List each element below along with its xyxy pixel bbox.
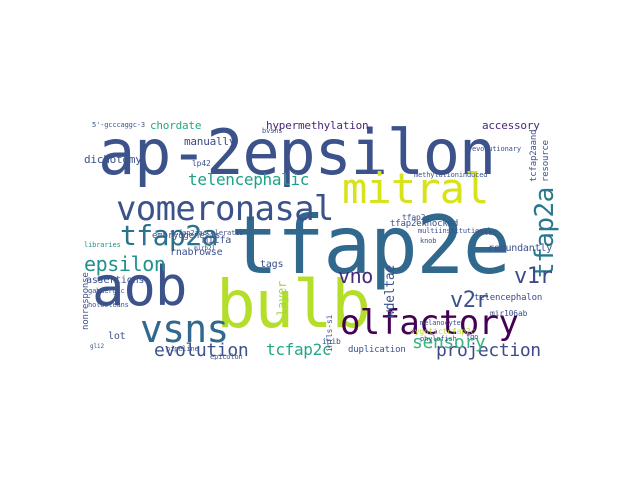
word: accessory <box>482 120 540 132</box>
word: inib <box>322 337 341 346</box>
word: tcfap2c <box>266 340 332 359</box>
word: rnabrowse <box>170 247 223 258</box>
word: chordate <box>150 120 202 132</box>
word: manually <box>184 135 236 148</box>
word: bulb <box>216 266 371 343</box>
word: assertions <box>86 275 145 286</box>
word: vomeronasal <box>116 189 334 229</box>
word: dichotomy <box>84 153 142 166</box>
word: v2r <box>450 288 489 313</box>
word: wdeltae <box>383 265 398 318</box>
word: lot <box>108 331 126 342</box>
word: ttlas <box>476 229 497 237</box>
word: mitral <box>342 164 490 213</box>
word: mir106ab <box>490 309 528 318</box>
word: fgo <box>466 333 479 341</box>
word: telencephalic <box>188 170 310 189</box>
word: lp42 <box>192 159 211 168</box>
word-cloud: ap-2epsilon tfap2e aob bulb mitral vomer… <box>80 120 560 360</box>
word: projection <box>436 340 541 360</box>
word: tfap2e <box>230 199 511 292</box>
word: mirb21 <box>194 245 215 252</box>
word: holosteans <box>88 301 129 309</box>
word: vsns <box>140 307 229 351</box>
word: gli2 <box>90 343 104 350</box>
word: libraries <box>84 241 121 249</box>
word: embryogenesis <box>152 231 221 241</box>
word: olfactory <box>340 303 519 343</box>
word: methylationinduced <box>414 171 488 179</box>
word: ap-2epsilon <box>98 120 496 189</box>
word: multiinstitutional <box>418 227 492 235</box>
word: epicolon <box>210 353 243 361</box>
word: aob <box>92 255 187 318</box>
word: phylofish <box>420 335 457 343</box>
word: layer <box>275 281 289 316</box>
word: tfap2c <box>402 213 430 222</box>
word: pipeline <box>166 345 199 353</box>
word: evolutionary <box>472 145 521 153</box>
word: sensory <box>412 332 486 353</box>
word: knob <box>420 237 437 245</box>
word: 5'-gcccaggc-3 <box>92 121 145 129</box>
word: duplication <box>348 345 406 355</box>
word: infls-si <box>325 314 334 352</box>
word: bvsns <box>262 127 283 135</box>
word: epsilon <box>84 252 166 276</box>
word: mitfa <box>202 235 232 246</box>
word: melanocyte <box>420 319 461 327</box>
word: tcfap2aand <box>529 129 539 182</box>
word: redundantly <box>488 243 553 254</box>
word: tcfap2aaccelerates <box>170 229 244 237</box>
word: tags <box>260 259 284 270</box>
word: resource <box>541 140 551 182</box>
word: vno <box>338 264 373 288</box>
word: hypermethylation <box>266 120 369 132</box>
word: tfap2a <box>120 219 218 252</box>
word: gabaergic <box>88 287 125 295</box>
word: v1r <box>514 264 553 289</box>
word: zygotictcfap2c <box>410 327 476 336</box>
word: evolution <box>154 340 249 360</box>
word: tfap2eknocked <box>390 219 459 229</box>
word: telencephalon <box>474 293 543 303</box>
